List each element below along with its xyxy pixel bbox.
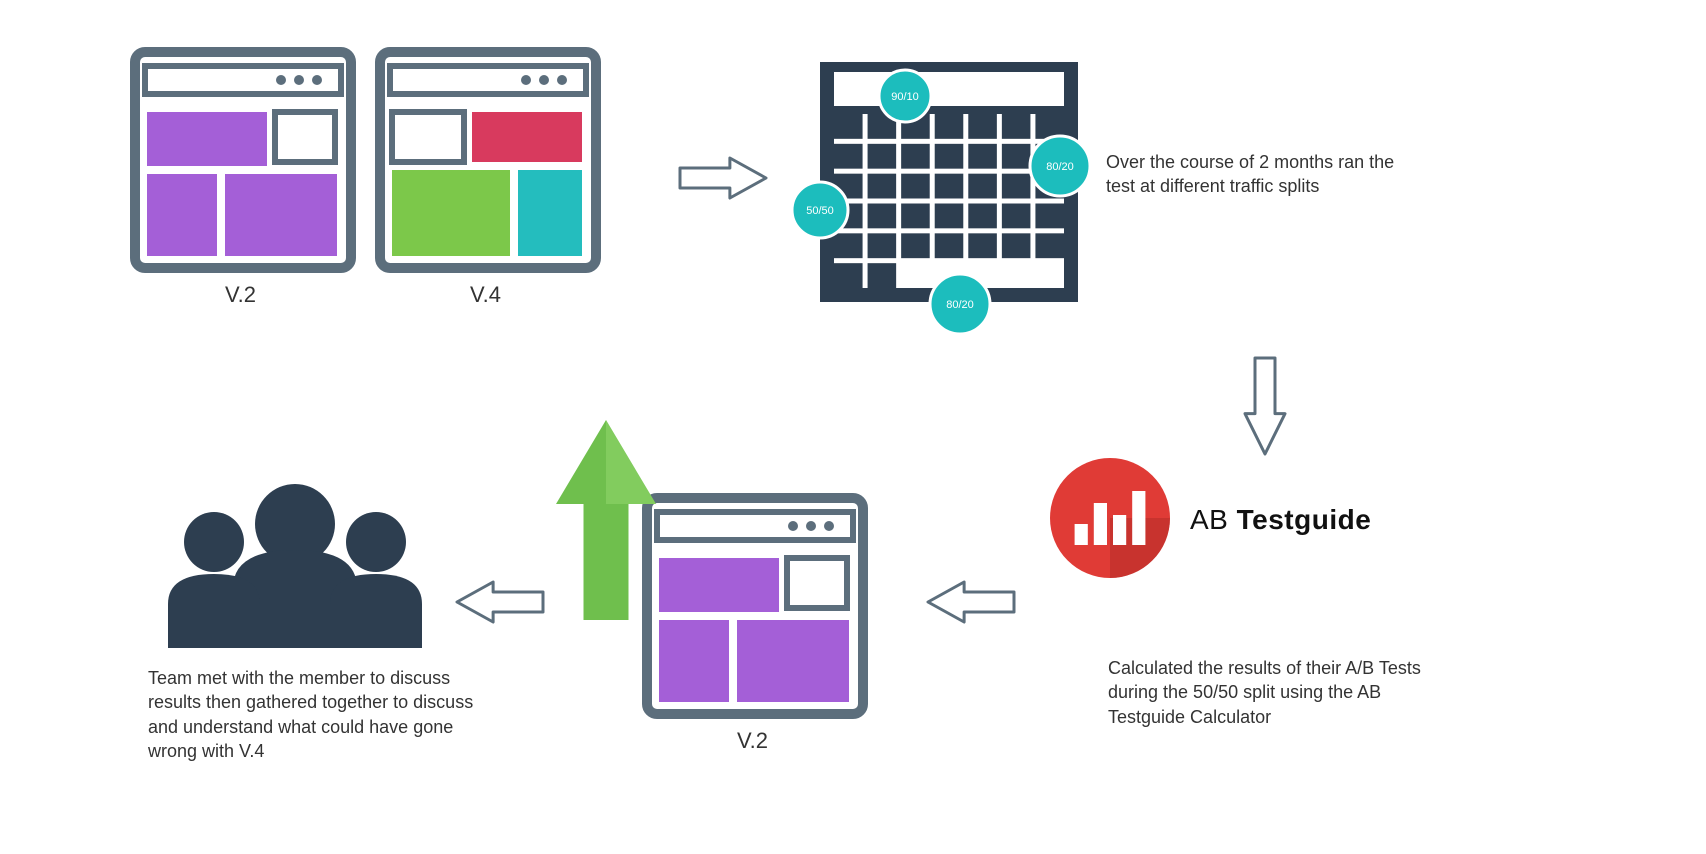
svg-text:80/20: 80/20 (1046, 161, 1074, 173)
calc-caption: Calculated the results of their A/B Test… (1108, 658, 1421, 727)
team-icon (150, 468, 440, 658)
ab-testguide-label-bold: Testguide (1237, 504, 1372, 535)
calendar-caption: Over the course of 2 months ran the test… (1106, 152, 1394, 196)
arrow-step-1 (670, 148, 776, 208)
ab-testguide-label-ab: AB (1190, 504, 1228, 535)
svg-text:50/50: 50/50 (806, 205, 834, 217)
svg-text:80/20: 80/20 (946, 299, 974, 311)
split-badge-50-50: 50/50 (788, 178, 852, 242)
arrow-step-3 (918, 572, 1024, 632)
split-badge-80-20-a: 80/20 (1026, 132, 1094, 200)
split-badge-80-20-b: 80/20 (926, 270, 994, 338)
wireframe-v4 (360, 32, 616, 288)
label-v2: V.2 (225, 282, 256, 307)
arrow-step-4 (447, 572, 553, 632)
label-v2-result: V.2 (737, 728, 768, 753)
arrow-step-2 (1235, 348, 1295, 464)
svg-text:90/10: 90/10 (891, 91, 919, 103)
up-arrow-icon (546, 410, 666, 630)
ab-testguide-logo (1035, 443, 1185, 593)
split-badge-90-10: 90/10 (875, 66, 935, 126)
label-v4: V.4 (470, 282, 501, 307)
wireframe-v2 (115, 32, 371, 288)
team-caption: Team met with the member to discuss resu… (148, 668, 473, 761)
